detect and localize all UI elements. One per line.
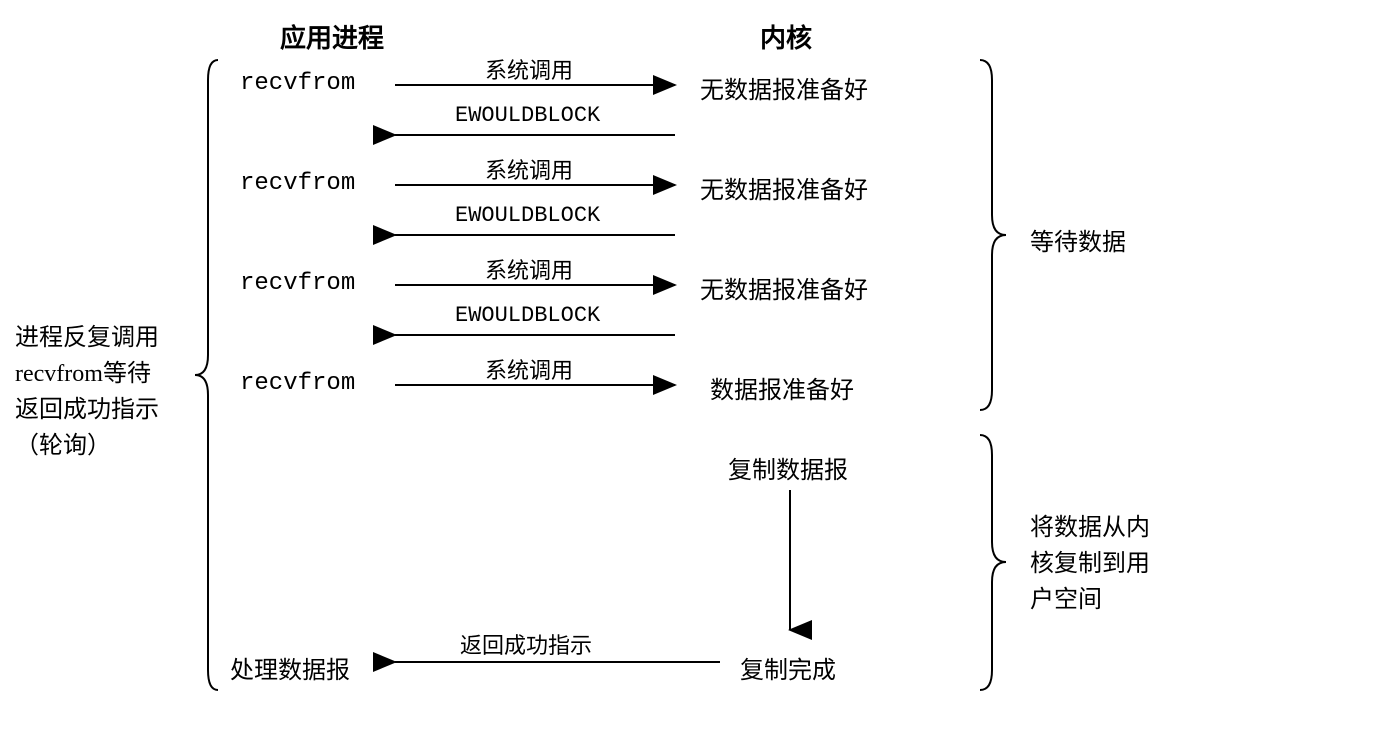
right-brace-bottom [980,435,1006,690]
right-bot-line-1: 将数据从内 [1030,515,1150,541]
kernel-nodata-3: 无数据报准备好 [700,270,868,305]
io-model-diagram: 应用进程 内核 recvfrom 系统调用 无数据报准备好 EWOULDBLOC… [0,0,1394,738]
arrow-label-syscall-4: 系统调用 [485,353,573,385]
kernel-copy-done: 复制完成 [740,650,836,685]
app-process: 处理数据报 [230,650,350,685]
recvfrom-1: recvfrom [240,70,355,97]
recvfrom-4: recvfrom [240,370,355,397]
arrow-label-syscall-1: 系统调用 [485,53,573,85]
right-bot-line-3: 户空间 [1030,587,1102,613]
right-annotation-bottom: 将数据从内 核复制到用 户空间 [1030,510,1180,618]
header-app: 应用进程 [280,18,384,55]
left-annotation: 进程反复调用 recvfrom等待 返回成功指示 （轮询） [15,320,195,464]
recvfrom-3: recvfrom [240,270,355,297]
left-ann-line-2: recvfrom等待 [15,361,151,387]
arrow-label-syscall-3: 系统调用 [485,253,573,285]
right-brace-top [980,60,1006,410]
recvfrom-2: recvfrom [240,170,355,197]
arrow-label-ewouldblock-2: EWOULDBLOCK [455,203,600,228]
right-bot-line-2: 核复制到用 [1030,551,1150,577]
left-ann-line-3: 返回成功指示 [15,397,159,423]
header-kernel: 内核 [760,18,812,55]
right-annotation-top: 等待数据 [1030,222,1126,257]
kernel-nodata-1: 无数据报准备好 [700,70,868,105]
arrow-label-syscall-2: 系统调用 [485,153,573,185]
arrow-label-return-ok: 返回成功指示 [460,628,592,660]
arrow-label-ewouldblock-3: EWOULDBLOCK [455,303,600,328]
kernel-copy-data: 复制数据报 [728,450,848,485]
diagram-svg [0,0,1394,738]
kernel-data-ready: 数据报准备好 [710,370,854,405]
kernel-nodata-2: 无数据报准备好 [700,170,868,205]
arrow-label-ewouldblock-1: EWOULDBLOCK [455,103,600,128]
left-brace [195,60,218,690]
left-ann-line-1: 进程反复调用 [15,325,159,351]
left-ann-line-4: （轮询） [15,433,111,459]
